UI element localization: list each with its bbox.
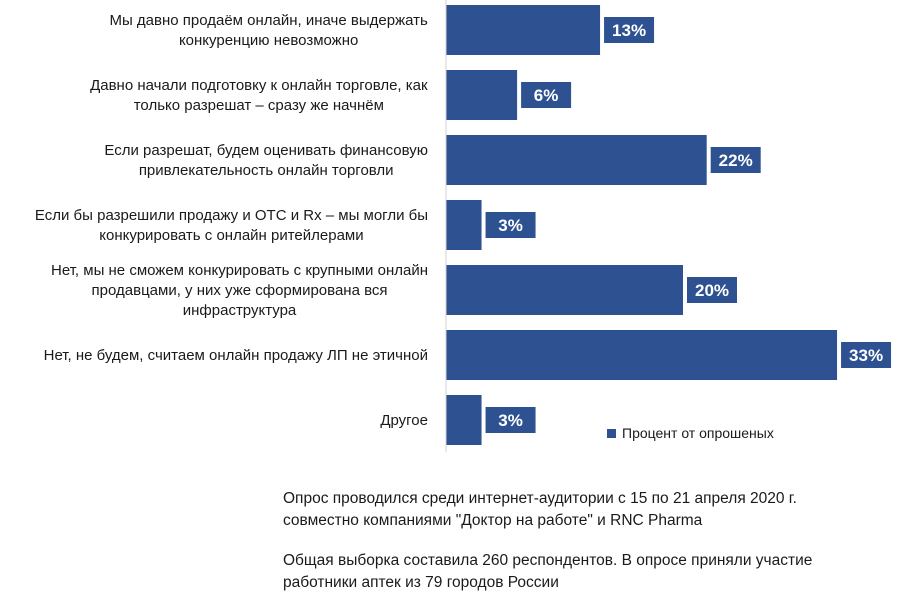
- category-label-line: инфраструктура: [183, 302, 297, 319]
- category-label-line: Давно начали подготовку к онлайн торговл…: [90, 77, 428, 94]
- legend: Процент от опрошеных: [607, 425, 774, 441]
- data-label-box: [687, 277, 737, 303]
- category-label: Давно начали подготовку к онлайн торговл…: [90, 77, 428, 114]
- category-label-line: Нет, мы не сможем конкурировать с крупны…: [51, 262, 428, 279]
- data-label: 3%: [498, 216, 523, 235]
- survey-note-1-line-2: совместно компаниями "Доктор на работе" …: [283, 512, 703, 529]
- category-label-line: конкуренцию невозможно: [179, 32, 358, 49]
- category-label-line: Мы давно продаём онлайн, иначе выдержать: [109, 12, 428, 29]
- category-label: Если бы разрешили продажу и ОТС и Rx – м…: [35, 207, 428, 244]
- category-label-line: только разрешат – сразу же начнём: [134, 97, 384, 114]
- category-label-line: Если бы разрешили продажу и ОТС и Rx – м…: [35, 207, 428, 224]
- data-label: 20%: [695, 281, 729, 300]
- bar: [446, 70, 518, 120]
- category-label: Если разрешат, будем оценивать финансову…: [104, 142, 428, 179]
- category-label-line: конкурировать с онлайн ритейлерами: [99, 227, 363, 244]
- bar: [446, 395, 482, 445]
- category-label: Нет, мы не сможем конкурировать с крупны…: [51, 262, 428, 319]
- category-label-line: Другое: [380, 412, 428, 429]
- data-label-box: [485, 212, 536, 238]
- data-label-box: [521, 82, 572, 108]
- bar: [446, 135, 707, 185]
- category-label: Нет, не будем, считаем онлайн продажу ЛП…: [44, 347, 428, 364]
- survey-note-2-line-2: работники аптек из 79 городов России: [283, 574, 559, 591]
- legend-swatch: [607, 429, 616, 438]
- bar-chart: 13% Мы давно продаём онлайн, иначе выдерж…: [35, 0, 892, 452]
- data-label-box: [841, 342, 892, 368]
- category-label-line: Нет, не будем, считаем онлайн продажу ЛП…: [44, 347, 428, 364]
- survey-note-1: Опрос проводился среди интернет-аудитори…: [283, 488, 883, 532]
- survey-note-2: Общая выборка составила 260 респондентов…: [283, 550, 883, 594]
- data-label: 22%: [719, 151, 753, 170]
- bar: [446, 200, 482, 250]
- bar: [446, 330, 838, 380]
- data-label: 13%: [612, 21, 646, 40]
- bar: [446, 265, 683, 315]
- category-label-line: привлекательность онлайн торговли: [139, 162, 394, 179]
- data-label-box: [485, 407, 536, 433]
- legend-label: Процент от опрошеных: [622, 425, 774, 441]
- bar: [446, 5, 601, 55]
- category-label-line: продавцами, у них уже сформирована вся: [92, 282, 388, 299]
- survey-note-1-line-1: Опрос проводился среди интернет-аудитори…: [283, 490, 797, 507]
- data-label-box: [710, 147, 761, 173]
- category-label: Другое: [380, 412, 428, 429]
- data-label: 6%: [534, 86, 559, 105]
- category-label: Мы давно продаём онлайн, иначе выдержать…: [109, 12, 428, 49]
- bars-layer: 13% Мы давно продаём онлайн, иначе выдерж…: [35, 5, 892, 445]
- survey-note-2-line-1: Общая выборка составила 260 респондентов…: [283, 552, 813, 569]
- data-label-box: [604, 17, 655, 43]
- data-label: 3%: [498, 411, 523, 430]
- category-label-line: Если разрешат, будем оценивать финансову…: [104, 142, 428, 159]
- data-label: 33%: [849, 346, 883, 365]
